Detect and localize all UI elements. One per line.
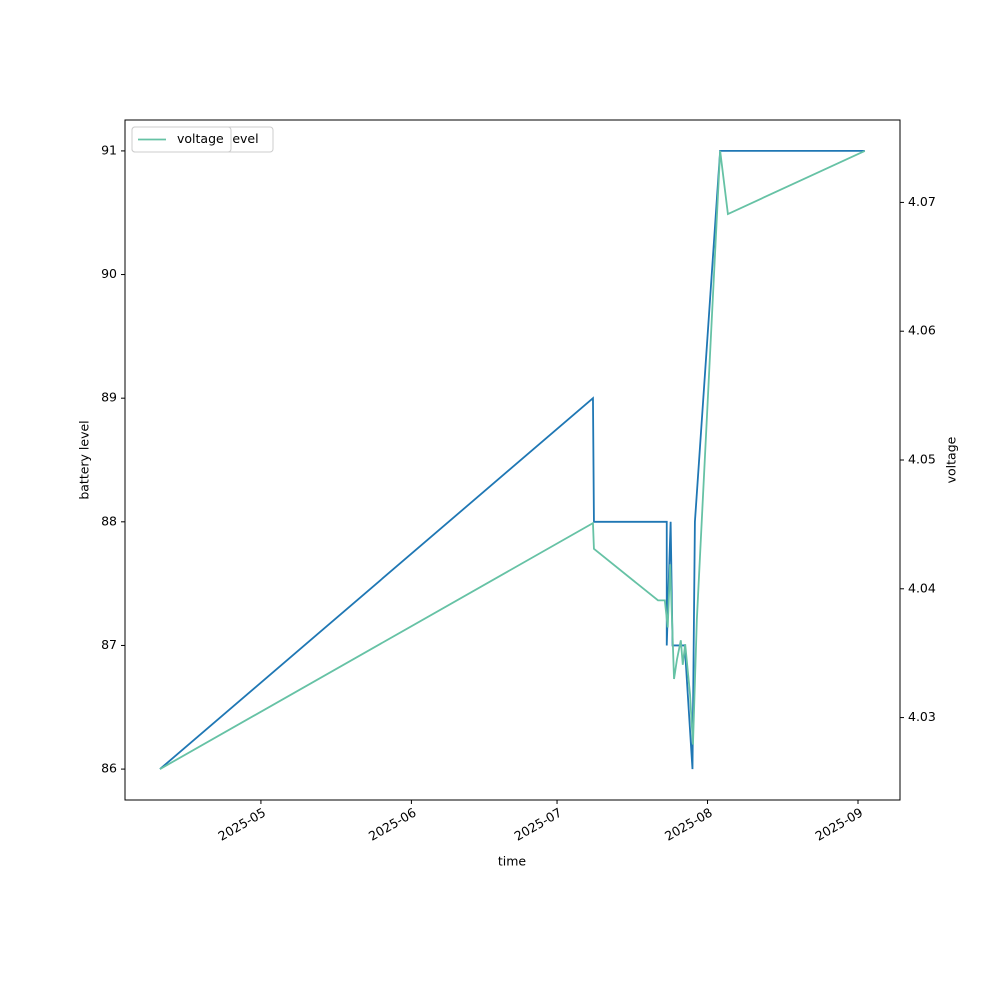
y2-tick-label: 4.03 — [908, 709, 936, 724]
y-tick-label: 89 — [101, 390, 117, 405]
y-tick-label: 91 — [101, 142, 117, 157]
y-tick-label: 87 — [101, 637, 117, 652]
x-tick-label: 2025-06 — [366, 805, 419, 844]
y2-tick-label: 4.07 — [908, 194, 936, 209]
x-axis-label: time — [498, 854, 527, 869]
y-tick-label: 86 — [101, 761, 117, 776]
x-tick-label: 2025-07 — [512, 805, 565, 844]
x-tick-label: 2025-08 — [662, 805, 715, 844]
series-line — [159, 150, 865, 770]
y-tick-label: 88 — [101, 513, 117, 528]
legend-box — [131, 126, 232, 153]
x-tick-label: 2025-05 — [215, 805, 268, 844]
y2-tick-label: 4.06 — [908, 323, 936, 338]
y-tick-label: 90 — [101, 266, 117, 281]
legend-label: voltage — [177, 131, 224, 146]
y2-tick-label: 4.04 — [908, 580, 936, 595]
x-tick-label: 2025-09 — [813, 805, 866, 844]
y2-axis-label: voltage — [944, 436, 959, 483]
y2-tick-label: 4.05 — [908, 452, 936, 467]
y-axis-label: battery level — [77, 420, 92, 499]
plot-frame — [124, 119, 901, 801]
series-line — [159, 150, 866, 770]
